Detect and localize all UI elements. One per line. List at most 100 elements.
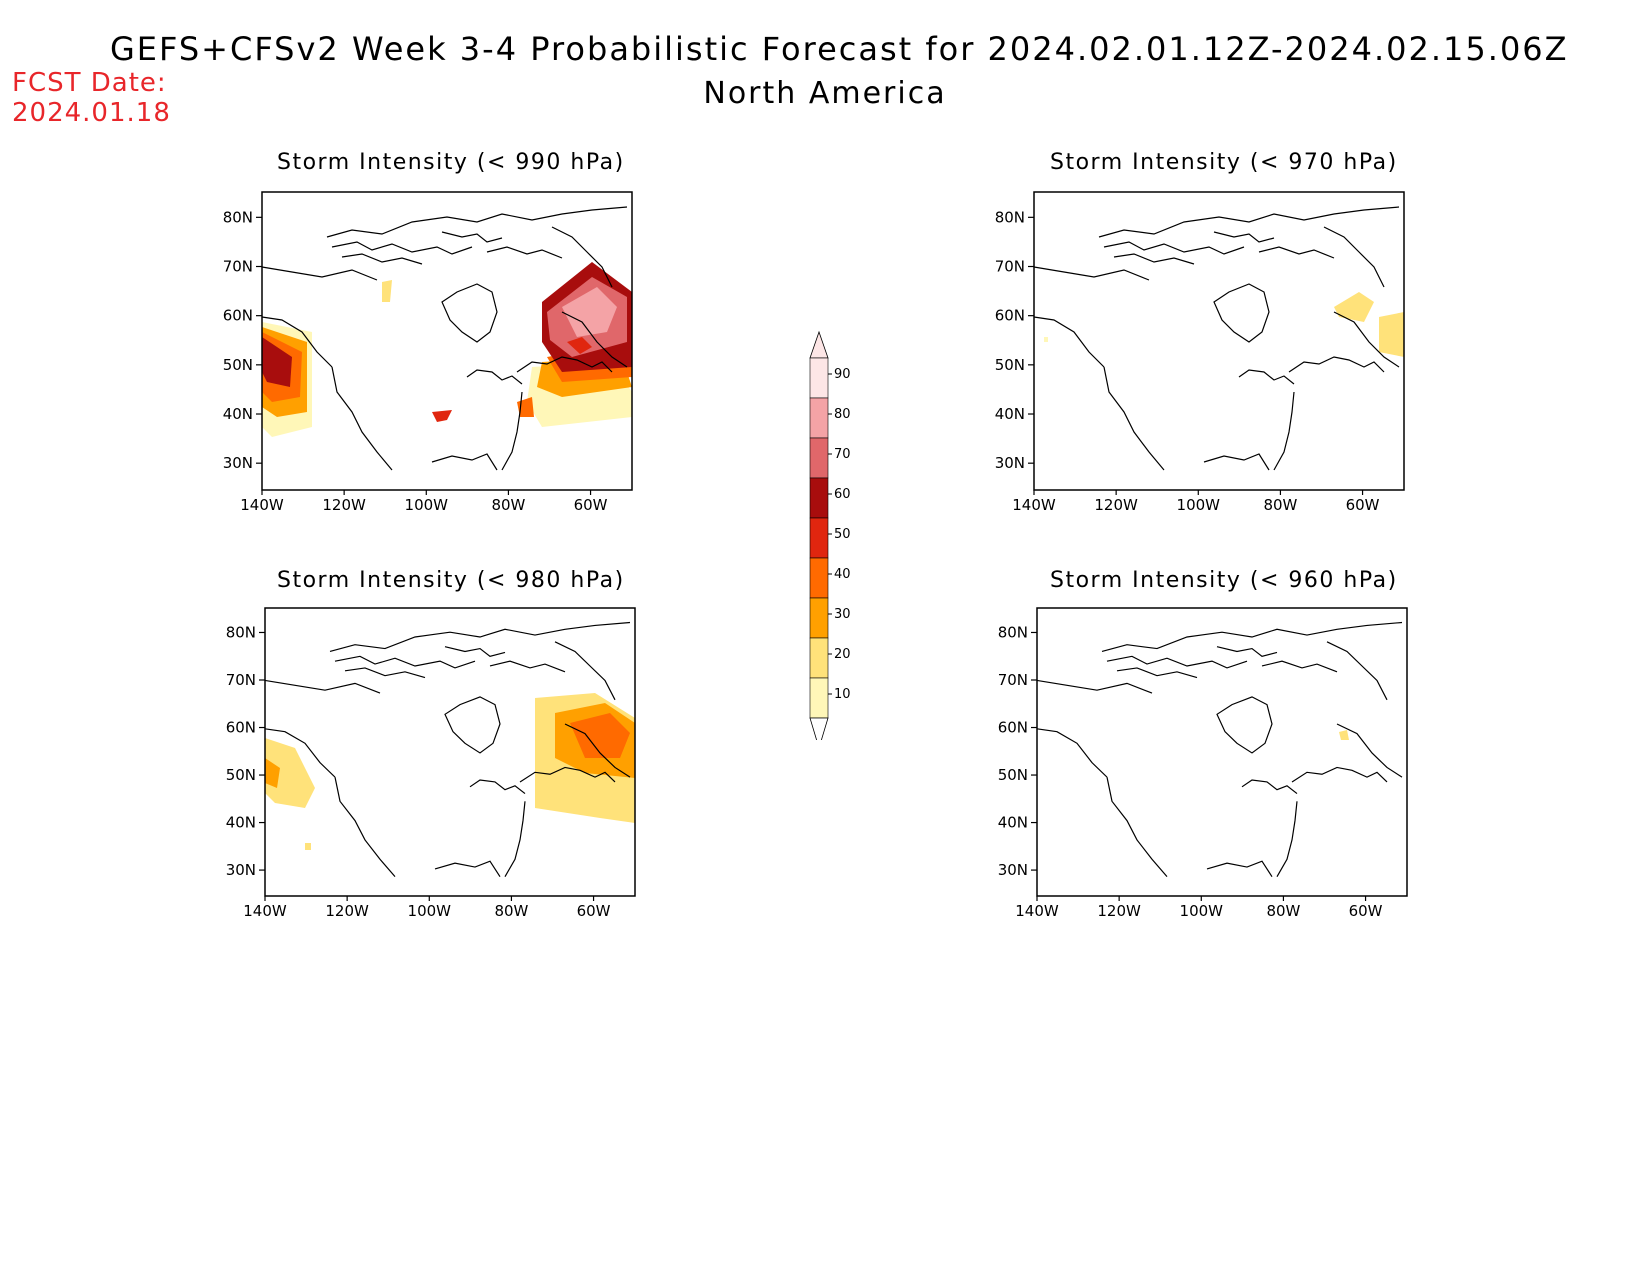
colorbar-swatch [809, 437, 829, 479]
coastline-segment [1216, 696, 1273, 754]
map-frame [261, 191, 633, 491]
fcst-date: 2024.01.18 [12, 98, 171, 128]
lon-tick-label: 140W [240, 496, 284, 514]
lat-tick-label: 80N [998, 623, 1028, 641]
coastline-segment [551, 226, 613, 288]
coastline-segment [1036, 728, 1108, 778]
map-frame [264, 607, 636, 897]
lon-tick-label: 140W [1012, 496, 1056, 514]
panel-title-980: Storm Intensity (< 980 hPa) [277, 568, 625, 593]
coastline-segment [1213, 283, 1270, 343]
colorbar-label: 70 [834, 447, 851, 462]
colorbar-swatch [809, 477, 829, 519]
coastline-segment [1116, 667, 1198, 679]
probability-area [1339, 730, 1349, 740]
probability-area [1334, 292, 1374, 322]
coastline-segment [1106, 777, 1168, 878]
coastline-segment [1241, 779, 1298, 795]
coastline-segment [466, 369, 523, 385]
colorbar-label: 40 [834, 567, 851, 582]
coastline-segment [469, 779, 526, 795]
lat-tick-label: 50N [226, 766, 256, 784]
colorbar-swatch [809, 637, 829, 679]
probability-area [432, 410, 452, 422]
coastline-segment [1103, 366, 1165, 471]
coastline-segment [1258, 246, 1335, 259]
colorbar-label: 80 [834, 407, 851, 422]
coastline-segment [1261, 660, 1338, 673]
map-panel-970: 80N 70N 60N 50N 40N 30N 140W 120W 100W 80W 60W [982, 188, 1422, 528]
coastline-segment [329, 621, 631, 653]
lat-tick-label: 70N [226, 671, 256, 689]
colorbar-bottom-cap [809, 717, 829, 750]
lat-tick-label: 30N [226, 861, 256, 879]
map-frame [1036, 607, 1408, 897]
lat-tick-label: 60N [226, 719, 256, 737]
probability-area [265, 758, 280, 788]
lon-tick-label: 100W [408, 902, 452, 920]
lon-tick-label: 60W [1346, 496, 1380, 514]
coastline-segment [334, 655, 476, 669]
colorbar-swatch [809, 677, 829, 719]
lat-tick-label: 60N [223, 307, 253, 325]
lon-tick-label: 100W [1177, 496, 1221, 514]
map-panel-960: 80N 70N 60N 50N 40N 30N 140W 120W 100W 80W 60W [985, 604, 1425, 934]
lat-tick-label: 80N [995, 208, 1025, 226]
coastline-segment [1101, 621, 1403, 653]
fcst-label: FCST Date: [12, 68, 167, 98]
lat-tick-label: 60N [995, 307, 1025, 325]
panel-title-990: Storm Intensity (< 990 hPa) [277, 150, 625, 175]
lon-tick-label: 80W [494, 902, 528, 920]
lon-tick-label: 80W [1263, 496, 1297, 514]
probability-area [570, 713, 630, 758]
coastline-segment [331, 241, 473, 255]
coastline-segment [561, 311, 628, 368]
coastline [1033, 206, 1400, 471]
map-panel-990: 80N 70N 60N 50N 40N 30N 140W 120W 100W 80W 60W [210, 188, 650, 528]
lat-tick-label: 40N [223, 405, 253, 423]
colorbar-label: 20 [834, 647, 851, 662]
lon-tick-label: 80W [491, 496, 525, 514]
coastline-segment [334, 777, 396, 878]
coastline [264, 621, 631, 878]
lon-tick-label: 100W [405, 496, 449, 514]
coastline-segment [554, 641, 616, 701]
region-subtitle: North America [703, 76, 947, 111]
coastline-segment [564, 723, 631, 778]
map-p980-svg: 80N 70N 60N 50N 40N 30N 140W 120W 100W 80W 60W [226, 607, 636, 920]
coastline-segment [264, 679, 381, 694]
probability-area [1044, 337, 1048, 342]
coastline-segment [434, 860, 501, 877]
probability-area [382, 280, 392, 302]
colorbar-label: 10 [834, 687, 851, 702]
coastline-segment [1206, 860, 1273, 877]
panel-title-960: Storm Intensity (< 960 hPa) [1050, 568, 1398, 593]
coastline-segment [1323, 226, 1385, 288]
map-p970-svg: 80N 70N 60N 50N 40N 30N 140W 120W 100W 80W 60W [995, 191, 1405, 514]
lat-tick-label: 40N [998, 814, 1028, 832]
coastline-segment [344, 667, 426, 679]
probability-area [567, 337, 592, 354]
coastline-segment [1106, 655, 1248, 669]
lon-tick-label: 140W [1015, 902, 1059, 920]
coastline-segment [1288, 356, 1385, 373]
probability-area [262, 337, 292, 387]
lat-tick-label: 50N [995, 356, 1025, 374]
coastline-segment [264, 728, 336, 778]
probability-shading [265, 693, 635, 850]
map-p990-svg: 80N 70N 60N 50N 40N 30N 140W 120W 100W 80W 60W [223, 191, 633, 514]
map-frame [1033, 191, 1405, 491]
coastline-segment [1033, 266, 1150, 281]
coastline-segment [261, 266, 378, 281]
lat-tick-label: 30N [995, 454, 1025, 472]
coastline-segment [1291, 766, 1388, 783]
coastline-segment [504, 801, 526, 877]
lat-tick-label: 40N [226, 814, 256, 832]
lon-tick-label: 80W [1266, 902, 1300, 920]
chart-title: GEFS+CFSv2 Week 3-4 Probabilistic Foreca… [110, 30, 1569, 68]
probability-colorbar: 90 80 70 60 50 40 30 20 10 [800, 330, 860, 750]
lat-tick-label: 70N [998, 671, 1028, 689]
coastline-segment [431, 453, 498, 471]
probability-area [562, 287, 617, 337]
panel-title-970: Storm Intensity (< 970 hPa) [1050, 150, 1398, 175]
